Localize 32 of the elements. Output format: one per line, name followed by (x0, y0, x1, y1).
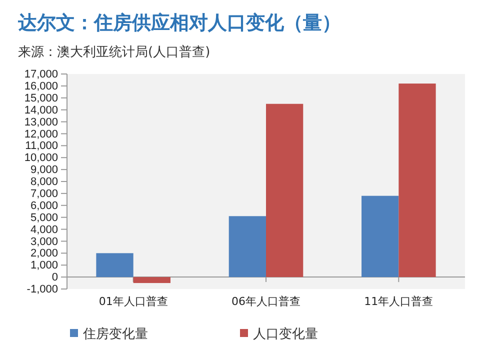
y-tick-label: 2,000 (30, 248, 58, 260)
y-tick-label: 14,000 (24, 104, 58, 116)
y-tick-label: 0 (52, 272, 58, 284)
y-tick-label: 15,000 (24, 92, 58, 104)
y-tick-label: 17,000 (24, 68, 58, 81)
bar (398, 84, 436, 278)
y-tick-label: 7,000 (30, 188, 58, 200)
legend-label: 住房变化量 (82, 326, 148, 342)
y-tick-label: 6,000 (30, 200, 58, 212)
x-tick-label: 01年人口普查 (98, 295, 168, 308)
source-note: 来源：澳大利亚统计局(人口普查) (18, 44, 210, 60)
y-tick-label: 4,000 (30, 224, 58, 236)
y-tick-label: 12,000 (24, 128, 58, 140)
y-tick-label: -1,000 (26, 284, 58, 296)
bar (96, 253, 134, 278)
y-tick-label: 13,000 (24, 116, 58, 128)
y-tick-label: 9,000 (30, 164, 58, 176)
y-tick-label: 10,000 (24, 152, 58, 164)
y-tick-label: 11,000 (25, 140, 58, 152)
y-tick-label: 8,000 (30, 176, 58, 188)
legend-label: 人口变化量 (253, 327, 318, 342)
bar (266, 104, 304, 278)
chart-title: 达尔文：住房供应相对人口变化（量） (17, 12, 341, 34)
y-tick-label: 5,000 (30, 212, 58, 224)
x-tick-label: 11年人口普查 (364, 295, 434, 308)
y-tick-label: 3,000 (30, 236, 58, 248)
bar (362, 196, 399, 278)
y-tick-label: 1,000 (30, 260, 58, 272)
x-tick-label: 06年人口普查 (232, 295, 300, 308)
bar (133, 277, 170, 284)
bar (228, 216, 266, 278)
y-tick-label: 16,000 (24, 80, 58, 92)
